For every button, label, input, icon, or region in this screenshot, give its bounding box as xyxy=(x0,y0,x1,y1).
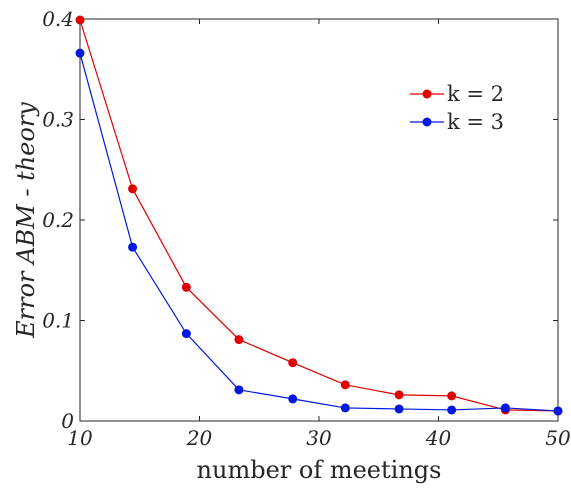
data-point xyxy=(128,184,138,194)
y-tick-label: 0.4 xyxy=(42,7,74,31)
data-point xyxy=(181,329,191,339)
y-tick-label: 0.3 xyxy=(42,108,74,132)
x-tick-label: 10 xyxy=(67,426,93,450)
data-point xyxy=(394,404,404,414)
legend: k = 2 k = 3 xyxy=(410,82,504,134)
y-tick-label: 0 xyxy=(61,409,74,433)
plot-frame xyxy=(79,18,559,422)
x-tick-label: 40 xyxy=(425,426,452,450)
legend-marker xyxy=(422,89,432,99)
series-line xyxy=(79,19,559,412)
series-group xyxy=(75,15,563,416)
data-point xyxy=(234,385,244,395)
y-axis-label: Error ABM - theory xyxy=(12,102,40,339)
legend-label: k = 2 xyxy=(447,82,504,106)
data-point xyxy=(340,380,350,390)
data-point xyxy=(128,242,138,252)
data-point xyxy=(288,394,298,404)
data-point xyxy=(500,403,510,413)
data-point xyxy=(394,390,404,400)
x-tick-label: 30 xyxy=(306,426,332,450)
legend-entry: k = 3 xyxy=(410,110,504,134)
data-point xyxy=(447,391,457,401)
series-line xyxy=(79,53,559,412)
data-point xyxy=(447,405,457,415)
data-point xyxy=(75,48,85,58)
x-tick-label: 20 xyxy=(186,426,213,450)
axes: 10 20 30 40 50 0 0.1 0.2 0.3 0.4 xyxy=(42,7,571,450)
y-tick-label: 0.1 xyxy=(42,309,74,333)
data-point xyxy=(553,406,563,416)
data-point xyxy=(288,358,298,368)
series-2 xyxy=(75,48,563,416)
data-point xyxy=(181,282,191,292)
data-point xyxy=(234,335,244,345)
y-tick-label: 0.2 xyxy=(42,208,74,232)
series-1 xyxy=(75,15,563,416)
x-tick-label: 50 xyxy=(545,426,571,450)
legend-marker xyxy=(422,117,432,127)
x-axis-label: number of meetings xyxy=(197,456,442,484)
legend-entry: k = 2 xyxy=(410,82,504,106)
legend-label: k = 3 xyxy=(447,110,504,134)
data-point xyxy=(75,15,85,25)
data-point xyxy=(340,403,350,413)
